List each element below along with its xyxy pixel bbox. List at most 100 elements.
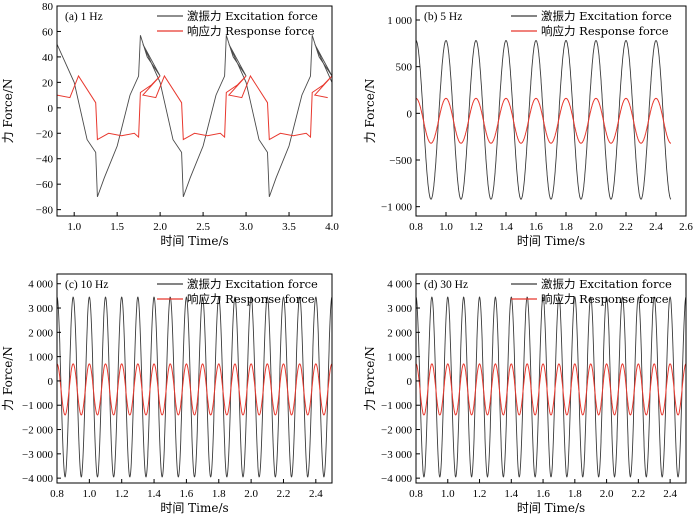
chart-panel-3: 0.8 1.0 1.2 1.4 1.6 1.8 2.0 2.2 2.4 −4 000 −3 000 −… bbox=[363, 273, 687, 515]
y-tick-label: −2 000 bbox=[381, 425, 412, 437]
x-tick-label: 2.0 bbox=[600, 488, 614, 500]
y-tick-label: 40 bbox=[42, 52, 54, 64]
legend-label: 响应力 Response force bbox=[541, 24, 669, 38]
y-tick-label: 0 bbox=[407, 108, 413, 120]
panel-title: (c) 10 Hz bbox=[65, 279, 108, 291]
y-tick-label: −3 000 bbox=[381, 449, 412, 461]
x-tick-label: 1.6 bbox=[180, 488, 194, 500]
x-tick-label: 2.4 bbox=[649, 221, 663, 233]
x-tick-label: 2.2 bbox=[277, 488, 291, 500]
x-tick-label: 1.8 bbox=[568, 488, 582, 500]
series-line-0 bbox=[57, 35, 332, 198]
x-tick-label: 0.8 bbox=[409, 488, 423, 500]
series-line-0 bbox=[416, 296, 686, 478]
y-tick-label: 0 bbox=[48, 103, 54, 115]
y-tick-label: 0 bbox=[48, 376, 54, 388]
x-axis-label: 时间 Time/s bbox=[160, 234, 228, 248]
x-tick-label: 1.8 bbox=[559, 221, 573, 233]
y-tick-label: −20 bbox=[36, 128, 54, 140]
panel-title: (b) 5 Hz bbox=[424, 11, 462, 23]
y-tick-label: −40 bbox=[36, 154, 54, 166]
x-axis-label: 时间 Time/s bbox=[517, 501, 585, 515]
y-tick-label: 80 bbox=[42, 1, 54, 13]
series-line-0 bbox=[57, 296, 332, 478]
x-tick-label: 2.0 bbox=[589, 221, 603, 233]
y-tick-label: −4 000 bbox=[22, 473, 53, 485]
x-tick-label: 2.5 bbox=[196, 221, 210, 233]
x-tick-label: 1.8 bbox=[212, 488, 226, 500]
series-line-1 bbox=[57, 74, 332, 141]
series-line-1 bbox=[416, 97, 672, 144]
panel-title: (d) 30 Hz bbox=[424, 279, 468, 291]
x-tick-label: 3.5 bbox=[282, 221, 296, 233]
x-tick-label: 2.0 bbox=[244, 488, 258, 500]
series-group bbox=[57, 296, 332, 478]
y-tick-label: −1 000 bbox=[381, 400, 412, 412]
legend-label: 激振力 Excitation force bbox=[187, 9, 318, 23]
legend-label: 响应力 Response force bbox=[541, 292, 669, 306]
x-tick-label: 0.8 bbox=[409, 221, 423, 233]
legend-label: 响应力 Response force bbox=[187, 24, 315, 38]
legend-label: 激振力 Excitation force bbox=[541, 9, 672, 23]
chart-panel-2: 0.8 1.0 1.2 1.4 1.6 1.8 2.0 2.2 2.4 −4 000 −3 000 −… bbox=[1, 273, 333, 515]
legend-label: 响应力 Response force bbox=[187, 292, 315, 306]
x-tick-label: 2.2 bbox=[631, 488, 645, 500]
plot-frame bbox=[56, 5, 333, 217]
y-tick-label: −1 000 bbox=[22, 400, 53, 412]
series-line-1 bbox=[416, 363, 686, 416]
y-axis-label: 力 Force/N bbox=[363, 346, 377, 411]
x-tick-label: 1.0 bbox=[82, 488, 96, 500]
legend-label: 激振力 Excitation force bbox=[187, 277, 318, 291]
x-tick-label: 4.0 bbox=[325, 221, 339, 233]
y-tick-label: 4 000 bbox=[28, 279, 53, 291]
y-tick-label: 500 bbox=[396, 62, 413, 74]
x-tick-label: 1.4 bbox=[147, 488, 161, 500]
x-tick-label: 2.4 bbox=[663, 488, 677, 500]
y-tick-label: 1 000 bbox=[387, 352, 412, 364]
x-tick-label: 3.0 bbox=[239, 221, 253, 233]
y-tick-label: −80 bbox=[36, 205, 54, 217]
x-tick-label: 1.0 bbox=[439, 221, 453, 233]
x-tick-label: 2.0 bbox=[153, 221, 167, 233]
y-tick-label: 60 bbox=[42, 26, 54, 38]
chart-panel-1: 0.8 1.0 1.2 1.4 1.6 1.8 2.0 2.2 2.4 2.6 −1 000 −500… bbox=[363, 5, 693, 248]
y-tick-label: 0 bbox=[407, 376, 413, 388]
x-tick-label: 2.2 bbox=[619, 221, 633, 233]
plot-frame bbox=[415, 273, 687, 484]
chart-panel-0: 1.0 1.5 2.0 2.5 3.0 3.5 4.0 −80 −60 −40 −20 0 20 40 60… bbox=[1, 1, 339, 248]
x-tick-label: 1.0 bbox=[441, 488, 455, 500]
y-tick-label: −1 000 bbox=[381, 202, 412, 214]
y-tick-label: 1 000 bbox=[28, 352, 53, 364]
y-tick-label: 1 000 bbox=[387, 15, 412, 27]
x-tick-label: 1.2 bbox=[473, 488, 487, 500]
y-tick-label: 3 000 bbox=[387, 303, 412, 315]
x-tick-label: 0.8 bbox=[50, 488, 64, 500]
series-line-1 bbox=[57, 363, 332, 416]
y-tick-label: 2 000 bbox=[387, 327, 412, 339]
x-tick-label: 1.2 bbox=[115, 488, 129, 500]
x-axis-label: 时间 Time/s bbox=[160, 501, 228, 515]
panel-title: (a) 1 Hz bbox=[65, 11, 103, 23]
x-axis-label: 时间 Time/s bbox=[517, 234, 585, 248]
y-tick-label: −2 000 bbox=[22, 425, 53, 437]
y-axis-label: 力 Force/N bbox=[1, 346, 15, 411]
x-tick-label: 1.2 bbox=[469, 221, 483, 233]
y-tick-label: 20 bbox=[42, 77, 54, 89]
y-tick-label: −500 bbox=[389, 155, 412, 167]
x-tick-label: 1.4 bbox=[499, 221, 513, 233]
y-axis-label: 力 Force/N bbox=[1, 79, 15, 144]
x-tick-label: 1.6 bbox=[536, 488, 550, 500]
y-tick-label: −60 bbox=[36, 179, 54, 191]
legend-label: 激振力 Excitation force bbox=[541, 277, 672, 291]
x-tick-label: 1.4 bbox=[504, 488, 518, 500]
x-tick-label: 2.6 bbox=[679, 221, 693, 233]
plot-frame bbox=[415, 5, 687, 217]
series-group bbox=[416, 39, 672, 200]
series-group bbox=[416, 296, 686, 478]
series-group bbox=[57, 35, 332, 198]
y-tick-label: 3 000 bbox=[28, 303, 53, 315]
x-tick-label: 2.4 bbox=[309, 488, 323, 500]
x-tick-label: 1.0 bbox=[67, 221, 81, 233]
y-tick-label: 2 000 bbox=[28, 327, 53, 339]
